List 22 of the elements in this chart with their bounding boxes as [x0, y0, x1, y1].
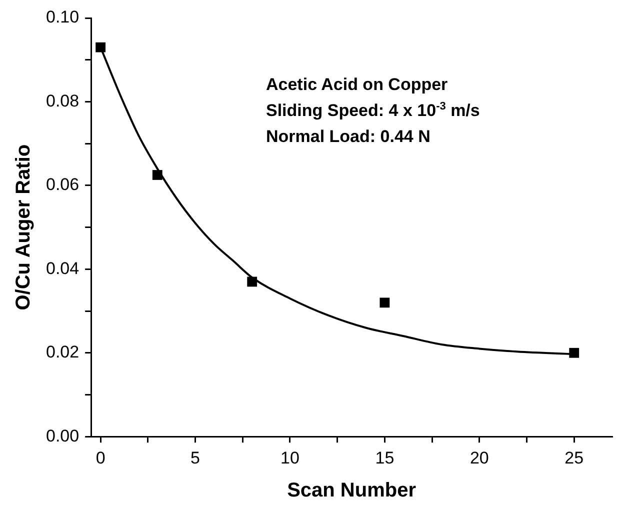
x-tick-label: 10: [280, 448, 300, 468]
y-tick-label: 0.02: [46, 342, 80, 362]
annotation: Normal Load: 0.44 N: [266, 126, 432, 148]
y-tick-label: 0.08: [46, 91, 80, 110]
y-tick-label: 0.04: [46, 258, 80, 278]
text: 0.00: [46, 426, 80, 446]
point: [247, 276, 258, 287]
y-axis-title: O/Cu Auger Ratio: [12, 144, 35, 310]
point: [380, 298, 390, 308]
x-tick-label: 20: [470, 448, 489, 468]
x-tick-label: 25: [564, 448, 584, 468]
y-tick-label: 0.06: [46, 175, 80, 194]
annotation: Sliding Speed: 4 x 10$^{-3}$ m/s: [266, 99, 480, 122]
x-tick-label: 5: [190, 448, 200, 468]
point: [569, 348, 580, 358]
annotation: Acetic Acid on Copper: [266, 74, 449, 96]
y-tick-label: 0.10: [46, 8, 80, 27]
point: [152, 170, 162, 180]
x-tick-label: 0: [96, 448, 106, 468]
point: [96, 42, 106, 52]
x-tick-label: 15: [375, 448, 394, 468]
x-axis-title: Scan Number: [287, 480, 416, 502]
